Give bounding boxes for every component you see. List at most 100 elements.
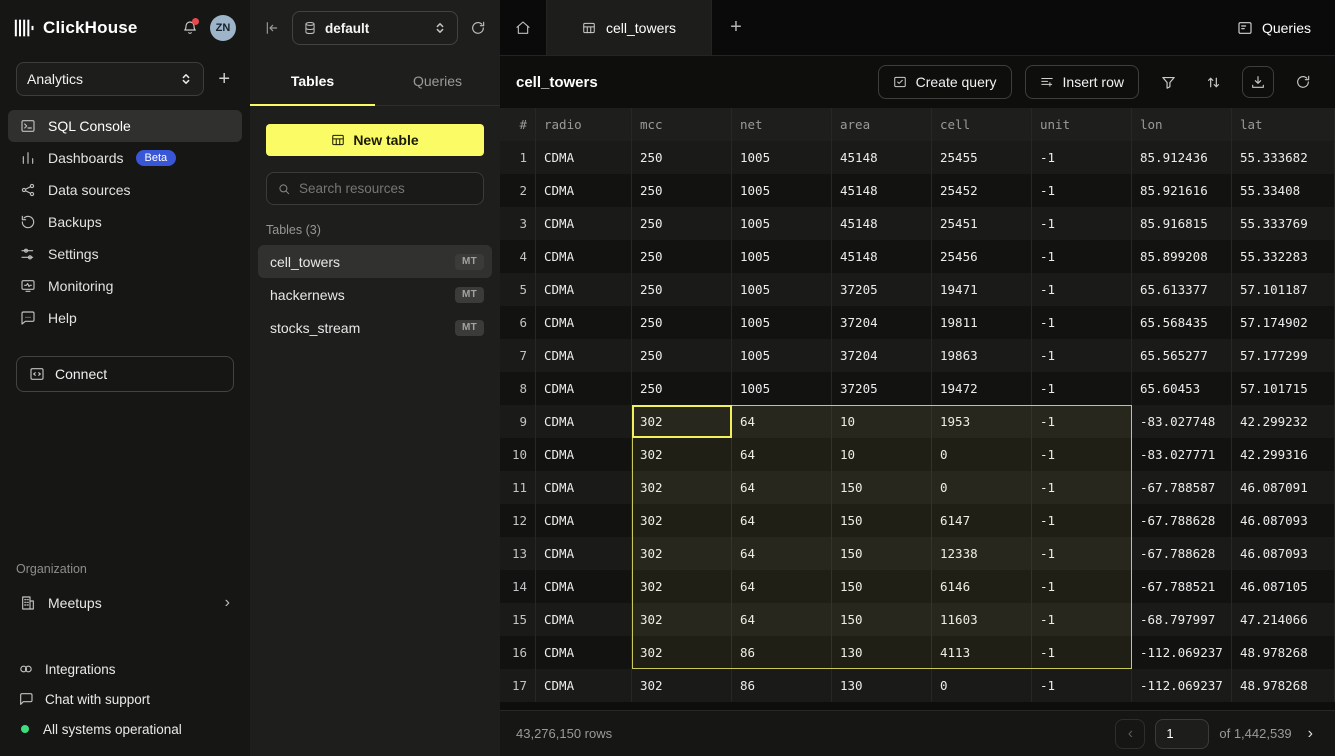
grid-cell[interactable]: 302	[632, 570, 732, 603]
sidebar-item-meetups[interactable]: Meetups ›	[8, 586, 242, 620]
grid-cell[interactable]: 1005	[732, 240, 832, 273]
list-item-stocks-stream[interactable]: stocks_stream MT	[258, 311, 492, 344]
grid-row-number[interactable]: 16	[500, 636, 536, 669]
grid-cell[interactable]: 250	[632, 339, 732, 372]
grid-cell[interactable]: CDMA	[536, 273, 632, 306]
grid-cell[interactable]: 302	[632, 537, 732, 570]
grid-cell[interactable]: 25456	[932, 240, 1032, 273]
sidebar-item-monitoring[interactable]: Monitoring	[8, 270, 242, 302]
grid-row-number[interactable]: 7	[500, 339, 536, 372]
grid-cell[interactable]: 46.087105	[1232, 570, 1335, 603]
grid-cell[interactable]: 250	[632, 141, 732, 174]
grid-cell[interactable]: 19811	[932, 306, 1032, 339]
grid-cell[interactable]: 250	[632, 174, 732, 207]
grid-cell[interactable]: 250	[632, 240, 732, 273]
system-status[interactable]: All systems operational	[8, 714, 242, 744]
grid-cell[interactable]: 6147	[932, 504, 1032, 537]
grid-cell[interactable]: 55.333769	[1232, 207, 1335, 240]
grid-cell[interactable]: 0	[932, 669, 1032, 702]
grid-cell[interactable]: -1	[1032, 603, 1132, 636]
grid-cell[interactable]: -67.788628	[1132, 504, 1232, 537]
grid-cell[interactable]: CDMA	[536, 504, 632, 537]
sidebar-item-dashboards[interactable]: Dashboards Beta	[8, 142, 242, 174]
grid-cell[interactable]: 55.333682	[1232, 141, 1335, 174]
grid-cell[interactable]: 47.214066	[1232, 603, 1335, 636]
grid-row-number[interactable]: 14	[500, 570, 536, 603]
grid-cell[interactable]: -1	[1032, 141, 1132, 174]
grid-cell[interactable]: 250	[632, 306, 732, 339]
grid-cell[interactable]: 150	[832, 570, 932, 603]
grid-row-number[interactable]: 4	[500, 240, 536, 273]
grid-header-cell[interactable]: cell	[932, 108, 1032, 141]
grid-row-number[interactable]: 11	[500, 471, 536, 504]
grid-cell[interactable]: -1	[1032, 207, 1132, 240]
grid-cell[interactable]: 1005	[732, 207, 832, 240]
grid-cell[interactable]: -1	[1032, 273, 1132, 306]
notifications-bell-icon[interactable]	[182, 20, 198, 36]
grid-header-net[interactable]: net	[732, 108, 832, 141]
list-item-cell-towers[interactable]: cell_towers MT	[258, 245, 492, 278]
grid-cell[interactable]: 1005	[732, 273, 832, 306]
grid-cell[interactable]: 46.087093	[1232, 537, 1335, 570]
grid-cell[interactable]: 85.912436	[1132, 141, 1232, 174]
grid-cell[interactable]: -1	[1032, 570, 1132, 603]
grid-cell[interactable]: 250	[632, 372, 732, 405]
grid-cell[interactable]: -112.069237	[1132, 636, 1232, 669]
database-selector[interactable]: default	[292, 11, 458, 45]
grid-cell[interactable]: CDMA	[536, 570, 632, 603]
grid-cell[interactable]: CDMA	[536, 405, 632, 438]
sidebar-item-data-sources[interactable]: Data sources	[8, 174, 242, 206]
grid-cell[interactable]: 25452	[932, 174, 1032, 207]
grid-cell[interactable]: 65.568435	[1132, 306, 1232, 339]
grid-row-number[interactable]: 15	[500, 603, 536, 636]
grid-cell[interactable]: 1005	[732, 372, 832, 405]
grid-cell[interactable]: 48.978268	[1232, 636, 1335, 669]
insert-row-button[interactable]: Insert row	[1025, 65, 1139, 99]
filter-icon[interactable]	[1152, 66, 1184, 98]
grid-cell[interactable]: 19472	[932, 372, 1032, 405]
grid-cell[interactable]: 302	[632, 636, 732, 669]
grid-cell[interactable]: 11603	[932, 603, 1032, 636]
grid-cell[interactable]: 4113	[932, 636, 1032, 669]
grid-row-number[interactable]: 13	[500, 537, 536, 570]
grid-cell[interactable]: -1	[1032, 174, 1132, 207]
grid-cell[interactable]: 55.332283	[1232, 240, 1335, 273]
grid-cell[interactable]: 19863	[932, 339, 1032, 372]
grid-cell[interactable]: 85.899208	[1132, 240, 1232, 273]
grid-cell[interactable]: 45148	[832, 141, 932, 174]
grid-cell[interactable]: 65.613377	[1132, 273, 1232, 306]
list-item-hackernews[interactable]: hackernews MT	[258, 278, 492, 311]
refresh-icon[interactable]	[1287, 66, 1319, 98]
grid-cell[interactable]: 150	[832, 603, 932, 636]
grid-cell[interactable]: 37205	[832, 372, 932, 405]
grid-row-number[interactable]: 5	[500, 273, 536, 306]
grid-cell[interactable]: -67.788587	[1132, 471, 1232, 504]
grid-cell[interactable]: 45148	[832, 240, 932, 273]
grid-cell[interactable]: 57.174902	[1232, 306, 1335, 339]
grid-cell[interactable]: CDMA	[536, 339, 632, 372]
grid-cell[interactable]: CDMA	[536, 603, 632, 636]
grid-row-number[interactable]: 8	[500, 372, 536, 405]
grid-cell[interactable]: -1	[1032, 669, 1132, 702]
workspace-selector[interactable]: Analytics	[16, 62, 204, 96]
grid-cell[interactable]: 150	[832, 504, 932, 537]
grid-row-number[interactable]: 3	[500, 207, 536, 240]
sidebar-item-integrations[interactable]: Integrations	[8, 654, 242, 684]
grid-cell[interactable]: -1	[1032, 240, 1132, 273]
grid-cell[interactable]: 65.565277	[1132, 339, 1232, 372]
grid-cell[interactable]: 1953	[932, 405, 1032, 438]
grid-cell[interactable]: -83.027748	[1132, 405, 1232, 438]
sidebar-item-settings[interactable]: Settings	[8, 238, 242, 270]
grid-cell[interactable]: 42.299316	[1232, 438, 1335, 471]
grid-cell[interactable]: 302	[632, 504, 732, 537]
grid-cell[interactable]: 6146	[932, 570, 1032, 603]
grid-cell[interactable]: 37205	[832, 273, 932, 306]
grid-cell[interactable]: CDMA	[536, 537, 632, 570]
add-workspace-button[interactable]: +	[214, 67, 234, 91]
grid-cell[interactable]: 64	[732, 471, 832, 504]
sidebar-item-help[interactable]: Help	[8, 302, 242, 334]
new-tab-button[interactable]: +	[712, 0, 760, 55]
avatar[interactable]: ZN	[210, 15, 236, 41]
grid-cell[interactable]: 48.978268	[1232, 669, 1335, 702]
grid-cell[interactable]: 64	[732, 570, 832, 603]
